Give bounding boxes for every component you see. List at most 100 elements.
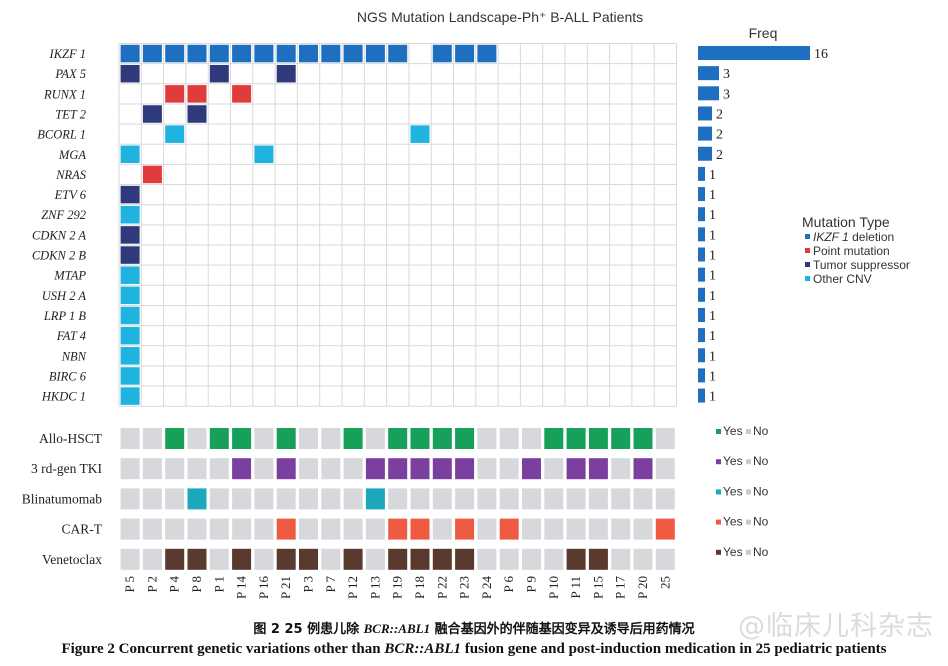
- mutation-cell: [388, 44, 408, 63]
- treatment-no-cell: [120, 548, 140, 570]
- treatment-no-cell: [655, 458, 675, 480]
- freq-value: 2: [716, 128, 723, 143]
- gene-label: ETV 6: [54, 188, 87, 202]
- caption-english: Figure 2 Concurrent genetic variations o…: [61, 641, 887, 657]
- treatment-yes-cell: [276, 548, 296, 570]
- treatment-yes-cell: [232, 458, 252, 480]
- treatment-yes-cell: [522, 458, 541, 480]
- treatment-no-cell: [477, 428, 497, 449]
- treatment-yes-cell: [388, 428, 408, 449]
- mutation-cell: [321, 44, 341, 63]
- treatment-no-cell: [477, 488, 497, 510]
- treatment-yes-cell: [410, 458, 430, 480]
- freq-bar: [698, 227, 705, 242]
- gene-label: NBN: [61, 349, 87, 363]
- freq-bar: [698, 348, 705, 363]
- treatment-no-cell: [321, 458, 341, 480]
- mutation-cell: [477, 44, 497, 63]
- treatment-no-cell: [633, 488, 653, 510]
- freq-value: 1: [709, 369, 716, 384]
- mutation-cell: [254, 145, 274, 164]
- patient-label: 25: [657, 576, 672, 589]
- patient-label: P 13: [367, 576, 382, 599]
- treatment-yes-cell: [276, 428, 296, 449]
- patient-label: P 21: [278, 576, 293, 599]
- treatment-yes-cell: [432, 428, 452, 449]
- treatment-yes-swatch: [716, 459, 721, 465]
- treatment-no-cell: [187, 458, 207, 480]
- mutation-cell: [165, 85, 185, 103]
- treatment-no-cell: [432, 488, 452, 510]
- mutation-cell: [165, 44, 185, 63]
- gene-label: LRP 1 B: [43, 309, 86, 323]
- mutation-cell: [120, 185, 140, 204]
- treatment-no-cell: [142, 458, 162, 480]
- treatment-yes-cell: [410, 518, 430, 540]
- mutation-cell: [142, 44, 162, 63]
- treatment-yes-cell: [566, 428, 586, 449]
- treatment-no-cell: [165, 518, 185, 540]
- caption-chinese: 图 2 25 例患儿除 BCR::ABL1 融合基因外的伴随基因变异及诱导后用药…: [253, 621, 695, 637]
- treatment-no-cell: [165, 488, 185, 510]
- treatment-no-cell: [254, 428, 274, 449]
- treatment-no-cell: [611, 458, 631, 480]
- treatment-no-cell: [209, 548, 229, 570]
- freq-value: 1: [709, 289, 716, 304]
- treatment-no-cell: [544, 458, 564, 480]
- freq-bar: [698, 187, 705, 202]
- treatment-no-cell: [655, 488, 675, 510]
- freq-value: 3: [723, 67, 730, 82]
- treatment-no-cell: [522, 548, 541, 570]
- treatment-no-cell: [187, 518, 207, 540]
- freq-value: 1: [709, 188, 716, 203]
- treatment-no-cell: [544, 488, 564, 510]
- mutation-cell: [142, 105, 162, 123]
- treatment-yes-cell: [299, 548, 318, 570]
- patient-label: P 5: [122, 576, 137, 593]
- treatment-no-label: No: [753, 454, 769, 468]
- treatment-no-cell: [655, 548, 675, 570]
- treatment-yes-cell: [611, 428, 631, 449]
- mutation-cell: [455, 44, 475, 63]
- treatment-yes-cell: [343, 428, 363, 449]
- mutation-grid: [118, 43, 677, 407]
- treatment-yes-cell: [187, 488, 207, 510]
- mutation-cell: [232, 85, 252, 103]
- freq-value: 1: [709, 269, 716, 284]
- freq-bar: [698, 247, 705, 262]
- treatment-no-cell: [142, 518, 162, 540]
- treatment-yes-cell: [455, 548, 475, 570]
- treatment-yes-cell: [365, 458, 385, 480]
- freq-bar: [698, 106, 712, 121]
- treatment-no-cell: [499, 548, 519, 570]
- gene-label: NRAS: [55, 168, 87, 182]
- treatment-no-cell: [120, 488, 140, 510]
- treatment-no-cell: [120, 428, 140, 449]
- mutation-cell: [432, 44, 452, 63]
- freq-value: 3: [723, 87, 730, 102]
- treatment-yes-cell: [633, 428, 653, 449]
- treatment-no-cell: [633, 518, 653, 540]
- freq-value: 1: [709, 349, 716, 364]
- treatment-yes-cell: [432, 548, 452, 570]
- treatment-no-cell: [365, 518, 385, 540]
- treatment-no-cell: [365, 428, 385, 449]
- treatment-no-cell: [432, 518, 452, 540]
- treatment-no-cell: [321, 548, 341, 570]
- legend-swatch: [805, 276, 810, 281]
- mutation-cell: [142, 165, 162, 184]
- mutation-cell: [232, 44, 252, 63]
- treatment-no-cell: [477, 458, 497, 480]
- patient-label: P 4: [167, 576, 182, 593]
- treatment-yes-swatch: [716, 519, 721, 525]
- treatment-no-cell: [254, 518, 274, 540]
- treatment-no-cell: [209, 458, 229, 480]
- treatment-no-cell: [276, 488, 296, 510]
- gene-label: PAX 5: [54, 67, 86, 81]
- patient-label: P 23: [457, 576, 472, 599]
- journal-watermark: @临床儿科杂志: [738, 611, 934, 642]
- treatment-no-label: No: [753, 515, 769, 529]
- treatment-no-cell: [611, 548, 631, 570]
- treatment-yes-label: Yes: [723, 484, 743, 498]
